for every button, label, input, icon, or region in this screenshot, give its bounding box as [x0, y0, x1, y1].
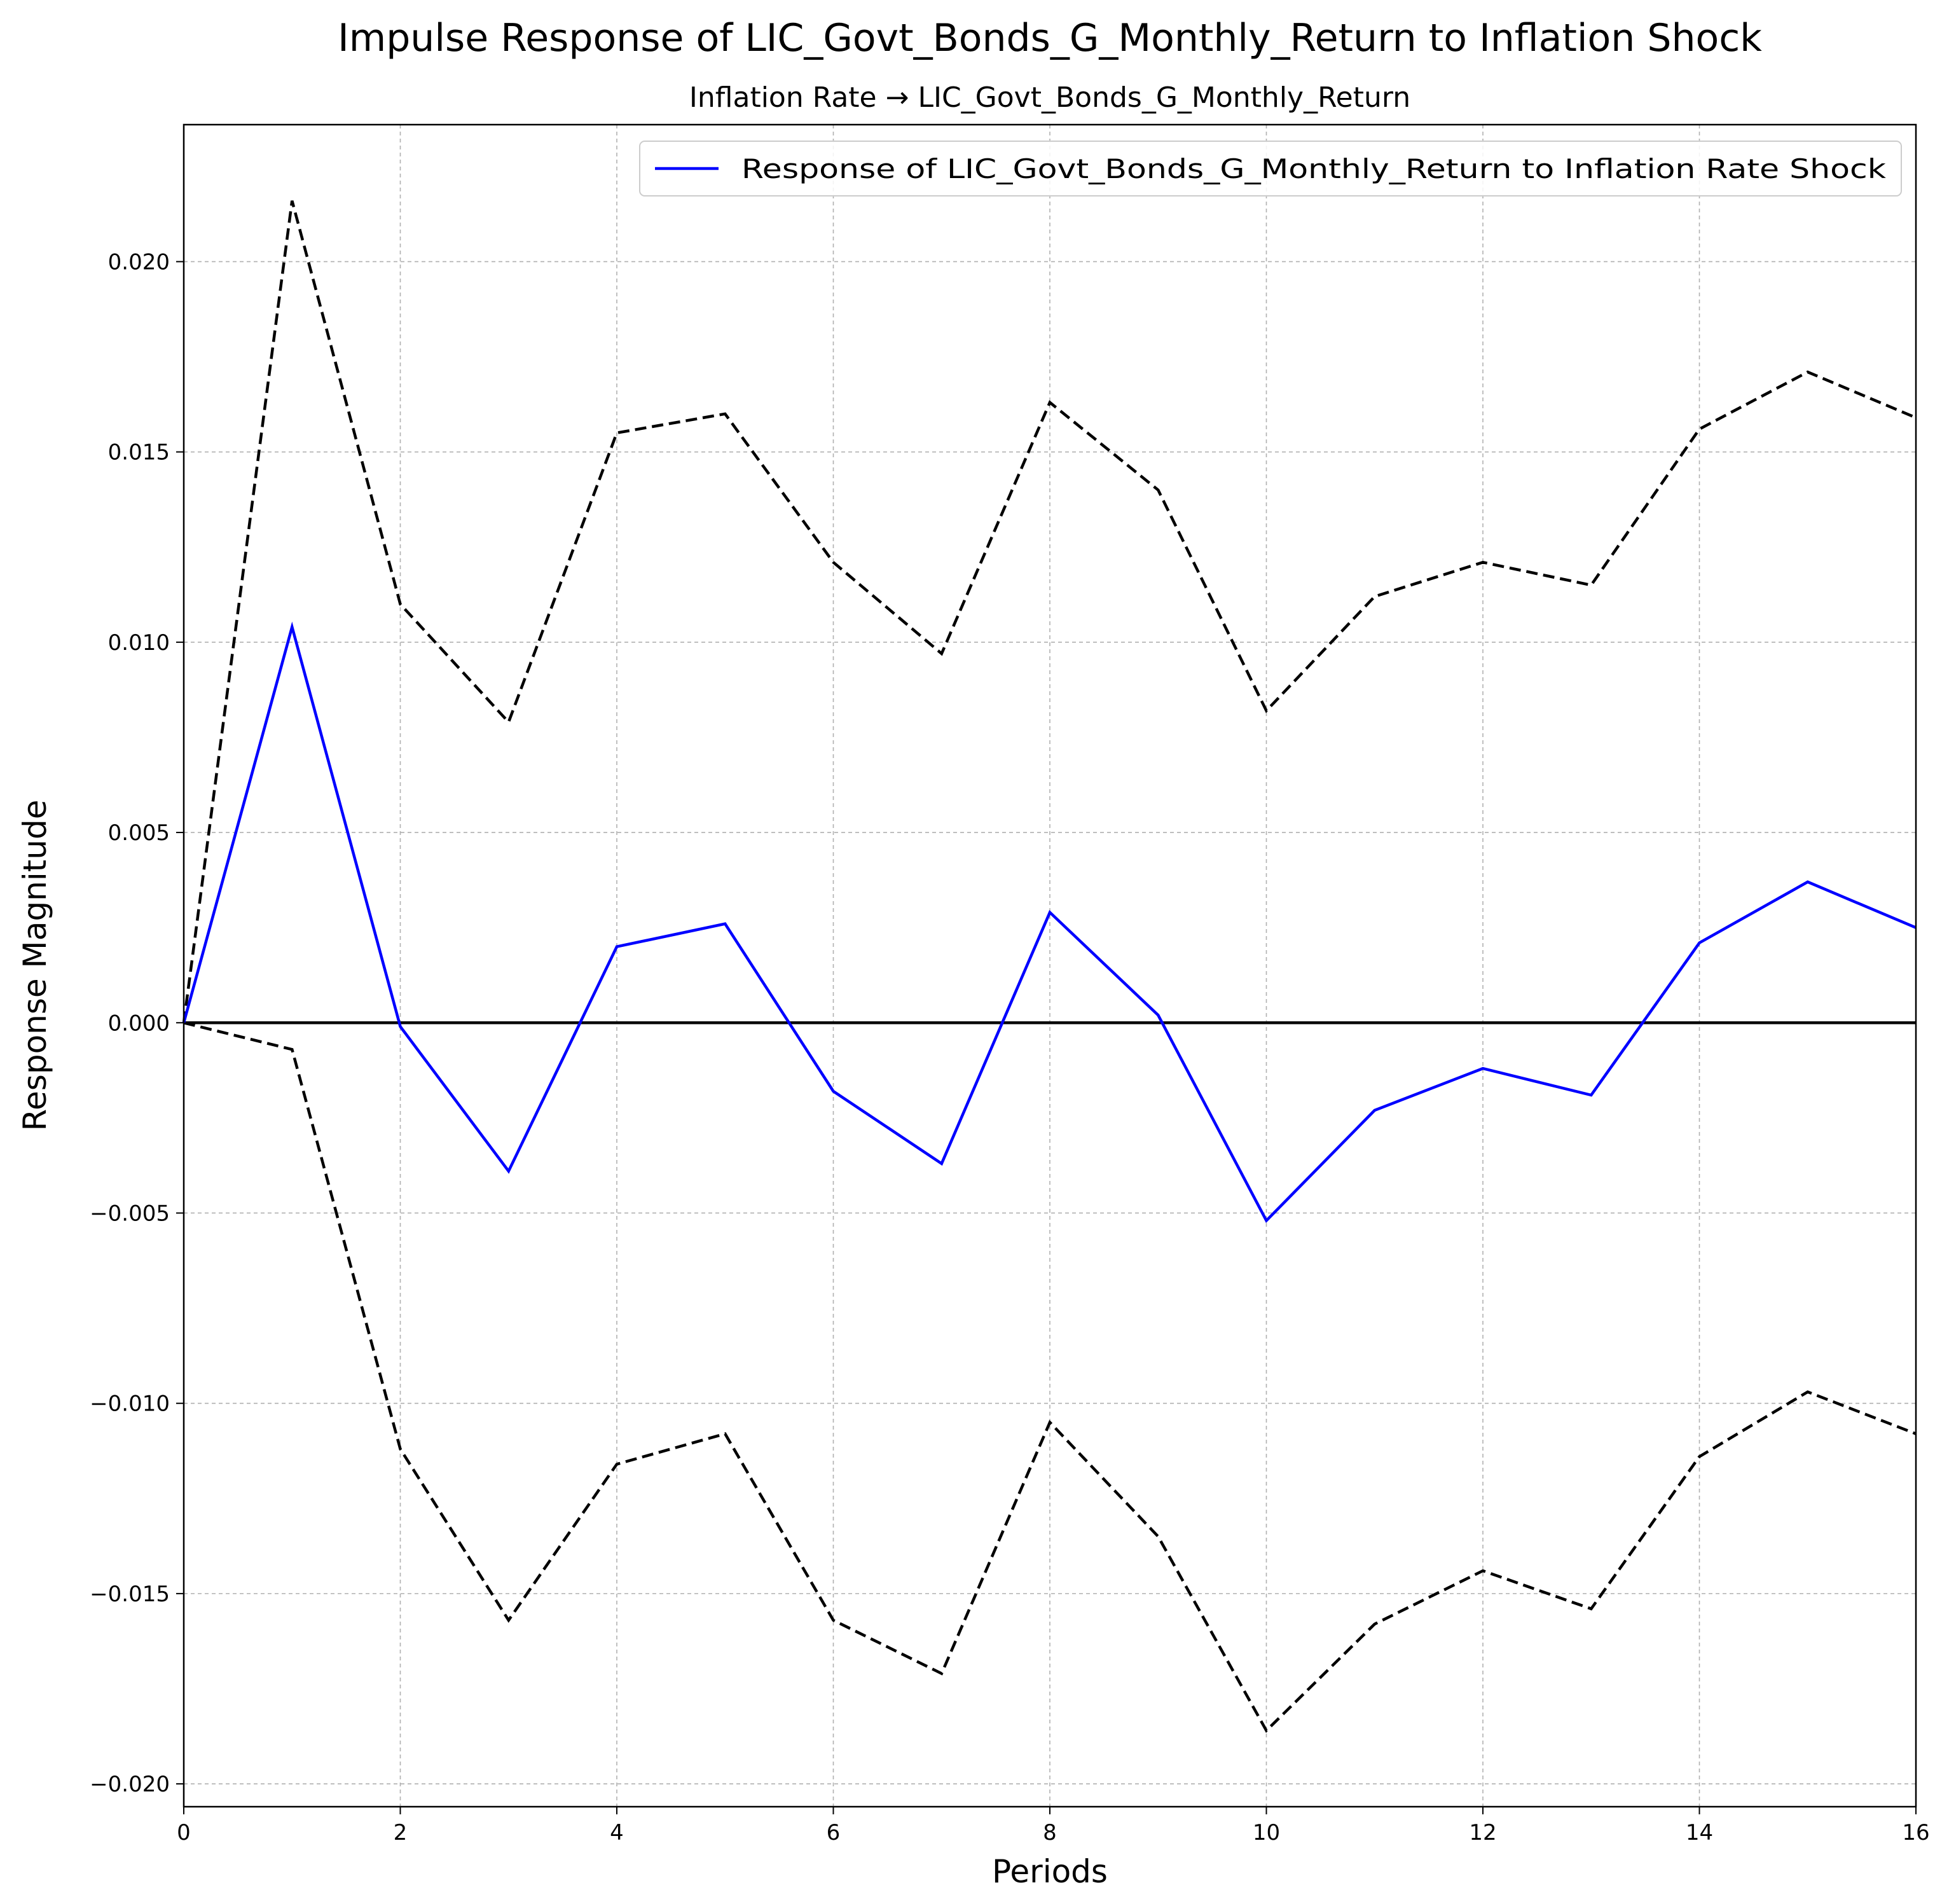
- legend: Response of LIC_Govt_Bonds_G_Monthly_Ret…: [639, 141, 1902, 197]
- x-tick-label: 0: [177, 1820, 191, 1845]
- chart-subtitle: Inflation Rate → LIC_Govt_Bonds_G_Monthl…: [689, 81, 1410, 114]
- y-tick-label: 0.005: [108, 820, 170, 846]
- legend-label-response: Response of LIC_Govt_Bonds_G_Monthly_Ret…: [741, 153, 1887, 184]
- y-axis-label: Response Magnitude: [17, 800, 53, 1131]
- response-line: [182, 621, 1917, 1224]
- y-tick-label: 0.020: [108, 249, 170, 275]
- x-tick-label: 12: [1469, 1820, 1496, 1845]
- y-tick-label: −0.015: [90, 1582, 170, 1607]
- x-tick-label: 8: [1043, 1820, 1057, 1845]
- y-tick-label: −0.010: [90, 1391, 170, 1417]
- upper-band-line: [182, 200, 1917, 1023]
- y-tick-label: 0.000: [108, 1011, 170, 1036]
- legend-box: [639, 141, 1902, 197]
- chart-title: Impulse Response of LIC_Govt_Bonds_G_Mon…: [338, 16, 1762, 60]
- series-layer: [182, 200, 1917, 1733]
- x-tick-label: 14: [1686, 1820, 1713, 1845]
- y-tick-label: 0.015: [108, 440, 170, 466]
- y-tick-label: 0.010: [108, 630, 170, 656]
- lower-band-line: [183, 1021, 1917, 1733]
- y-tick-label: −0.005: [90, 1201, 170, 1226]
- y-tick-label: −0.020: [90, 1772, 170, 1797]
- tick-layer: 0 2 4 6 8 10 12 14 16 0.020 0.015 0.010 0.005 0.000 −0…: [90, 249, 1929, 1845]
- x-tick-label: 6: [827, 1820, 841, 1845]
- x-tick-label: 4: [610, 1820, 624, 1845]
- x-tick-label: 2: [394, 1820, 408, 1845]
- x-axis-label: Periods: [992, 1853, 1108, 1890]
- x-tick-label: 10: [1253, 1820, 1280, 1845]
- x-tick-label: 16: [1902, 1820, 1929, 1845]
- grid-layer: [183, 125, 1917, 1807]
